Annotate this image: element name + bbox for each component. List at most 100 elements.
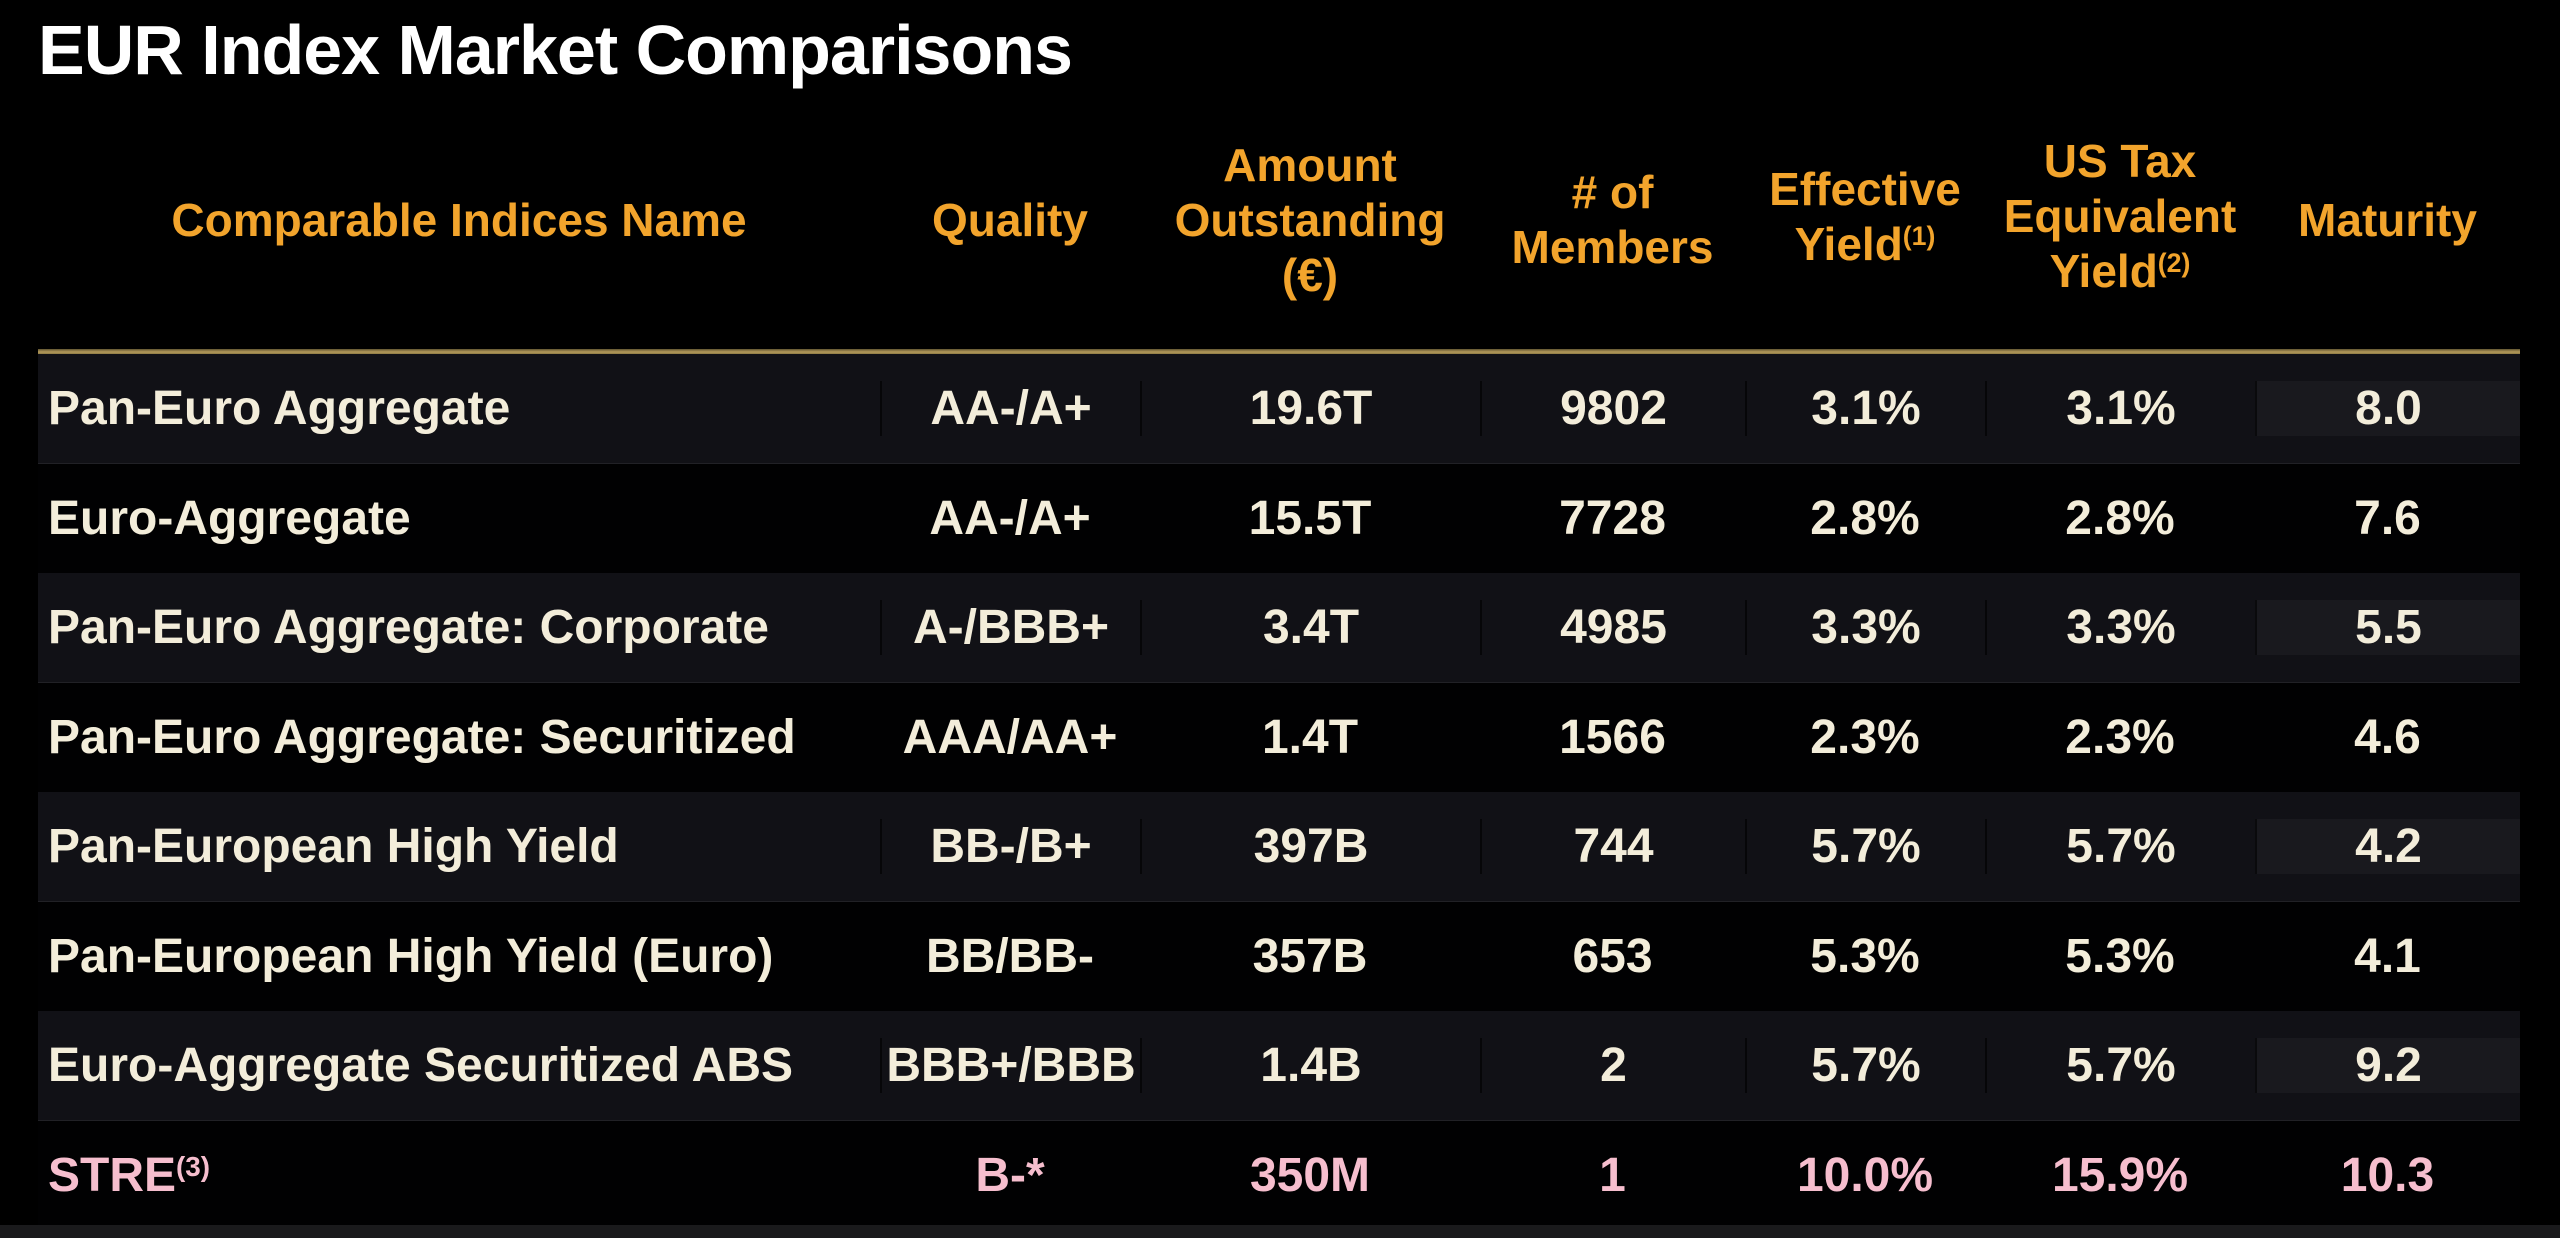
divider-line <box>38 349 2520 354</box>
cell-amount-outstanding: 19.6T <box>1140 381 1480 436</box>
cell-members: 9802 <box>1480 381 1745 436</box>
table-row: Pan-Euro Aggregate AA-/A+ 19.6T 9802 3.1… <box>38 354 2520 464</box>
column-header-us-tax-equivalent-yield: US Tax Equivalent Yield(2) <box>1985 134 2255 306</box>
cell-effective-yield: 5.7% <box>1745 819 1985 874</box>
footnote-marker: (1) <box>1902 220 1936 251</box>
table-row: Euro-Aggregate AA-/A+ 15.5T 7728 2.8% 2.… <box>38 464 2520 573</box>
table-row-highlighted: STRE(3) B-* 350M 1 10.0% 15.9% 10.3 <box>38 1121 2520 1230</box>
cell-maturity: 4.1 <box>2354 930 2421 983</box>
cell-index-name: Pan-Euro Aggregate: Corporate <box>38 600 880 655</box>
column-header-label: US Tax <box>2043 135 2197 187</box>
cell-effective-yield: 10.0% <box>1796 1149 1934 1202</box>
table-row: Euro-Aggregate Securitized ABS BBB+/BBB … <box>38 1011 2520 1121</box>
table-row: Pan-Euro Aggregate: Corporate A-/BBB+ 3.… <box>38 573 2520 683</box>
cell-maturity: 5.5 <box>2255 600 2520 655</box>
cell-quality: BB/BB- <box>926 930 1094 983</box>
cell-amount-outstanding: 3.4T <box>1140 600 1480 655</box>
index-name: Pan-Euro Aggregate: Corporate <box>48 601 769 654</box>
column-header-comparable-indices-name: Comparable Indices Name <box>38 193 880 248</box>
column-header-number-of-members: # of Members <box>1480 165 1745 275</box>
column-header-effective-yield: Effective Yield(1) <box>1745 162 1985 279</box>
cell-quality: AA-/A+ <box>880 381 1140 436</box>
cell-maturity: 8.0 <box>2255 381 2520 436</box>
column-header-label: Comparable Indices Name <box>171 193 747 246</box>
cell-index-name: Pan-European High Yield (Euro) <box>38 929 880 984</box>
cell-index-name: Pan-Euro Aggregate <box>38 381 880 436</box>
cell-members: 744 <box>1480 819 1745 874</box>
cell-index-name: Pan-European High Yield <box>38 819 880 874</box>
footnote-marker: (3) <box>176 1150 211 1182</box>
cell-tax-equivalent-yield: 15.9% <box>2051 1149 2189 1202</box>
cell-quality: BB-/B+ <box>880 819 1140 874</box>
index-name: Pan-European High Yield (Euro) <box>48 930 774 983</box>
index-name: Pan-European High Yield <box>48 820 619 873</box>
cell-maturity: 9.2 <box>2255 1038 2520 1093</box>
cell-effective-yield: 2.3% <box>1810 711 1920 764</box>
column-header-label: Equivalent <box>2003 190 2237 242</box>
cell-index-name: Euro-Aggregate <box>38 491 880 546</box>
bottom-edge-bar <box>0 1225 2560 1238</box>
index-name: Pan-Euro Aggregate <box>48 382 511 435</box>
comparisons-table: Pan-Euro Aggregate AA-/A+ 19.6T 9802 3.1… <box>38 354 2520 1230</box>
column-header-label: Quality <box>932 193 1088 246</box>
cell-tax-equivalent-yield: 2.8% <box>2065 492 2175 545</box>
table-row: Pan-European High Yield BB-/B+ 397B 744 … <box>38 792 2520 902</box>
cell-effective-yield: 3.3% <box>1745 600 1985 655</box>
column-header-label: Yield <box>2049 245 2158 297</box>
cell-members: 653 <box>1572 930 1653 983</box>
cell-members: 7728 <box>1559 492 1666 545</box>
cell-index-name: Euro-Aggregate Securitized ABS <box>38 1038 880 1093</box>
cell-amount-outstanding: 1.4B <box>1140 1038 1480 1093</box>
page-title: EUR Index Market Comparisons <box>38 11 1073 89</box>
cell-amount-outstanding: 15.5T <box>1248 492 1372 545</box>
cell-quality: AAA/AA+ <box>902 711 1118 764</box>
cell-quality: A-/BBB+ <box>880 600 1140 655</box>
index-name: Euro-Aggregate <box>48 492 411 545</box>
cell-amount-outstanding: 350M <box>1249 1149 1371 1202</box>
cell-tax-equivalent-yield: 5.7% <box>1985 1038 2255 1093</box>
cell-index-name: Pan-Euro Aggregate: Securitized <box>38 710 880 765</box>
column-header-amount-outstanding: Amount Outstanding (€) <box>1140 138 1480 303</box>
footnote-marker: (2) <box>2157 248 2191 279</box>
index-name: Euro-Aggregate Securitized ABS <box>48 1039 794 1092</box>
index-name: STRE <box>48 1149 177 1202</box>
cell-amount-outstanding: 397B <box>1140 819 1480 874</box>
table-row: Pan-Euro Aggregate: Securitized AAA/AA+ … <box>38 683 2520 792</box>
cell-quality: B-* <box>975 1149 1045 1202</box>
table-row: Pan-European High Yield (Euro) BB/BB- 35… <box>38 902 2520 1011</box>
cell-effective-yield: 3.1% <box>1745 381 1985 436</box>
index-name: Pan-Euro Aggregate: Securitized <box>48 711 796 764</box>
column-header-label: Maturity <box>2298 193 2477 246</box>
cell-members: 2 <box>1480 1038 1745 1093</box>
cell-maturity: 10.3 <box>2340 1149 2435 1202</box>
cell-tax-equivalent-yield: 5.3% <box>2065 930 2175 983</box>
cell-quality: AA-/A+ <box>929 492 1091 545</box>
cell-maturity: 7.6 <box>2354 492 2421 545</box>
column-header-label: Outstanding <box>1174 193 1446 246</box>
column-header-label: Effective <box>1769 162 1961 215</box>
column-header-quality: Quality <box>880 193 1140 248</box>
cell-effective-yield: 5.3% <box>1810 930 1920 983</box>
cell-members: 1566 <box>1559 711 1666 764</box>
column-header-label: Yield <box>1794 217 1903 270</box>
cell-index-name: STRE(3) <box>38 1148 880 1203</box>
cell-amount-outstanding: 357B <box>1252 930 1368 983</box>
cell-tax-equivalent-yield: 2.3% <box>2065 711 2175 764</box>
cell-quality: BBB+/BBB <box>880 1038 1140 1093</box>
cell-maturity: 4.6 <box>2354 711 2421 764</box>
column-header-label: Amount <box>1223 138 1397 191</box>
cell-tax-equivalent-yield: 3.1% <box>1985 381 2255 436</box>
table-header-row: Comparable Indices Name Quality Amount O… <box>38 92 2520 348</box>
cell-tax-equivalent-yield: 3.3% <box>1985 600 2255 655</box>
column-header-label: Members <box>1511 221 1714 273</box>
cell-effective-yield: 2.8% <box>1810 492 1920 545</box>
cell-members: 4985 <box>1480 600 1745 655</box>
cell-maturity: 4.2 <box>2255 819 2520 874</box>
cell-effective-yield: 5.7% <box>1745 1038 1985 1093</box>
cell-amount-outstanding: 1.4T <box>1261 711 1359 764</box>
column-header-label: # of <box>1571 166 1654 218</box>
column-header-maturity: Maturity <box>2255 193 2520 248</box>
cell-tax-equivalent-yield: 5.7% <box>1985 819 2255 874</box>
cell-members: 1 <box>1599 1149 1626 1202</box>
